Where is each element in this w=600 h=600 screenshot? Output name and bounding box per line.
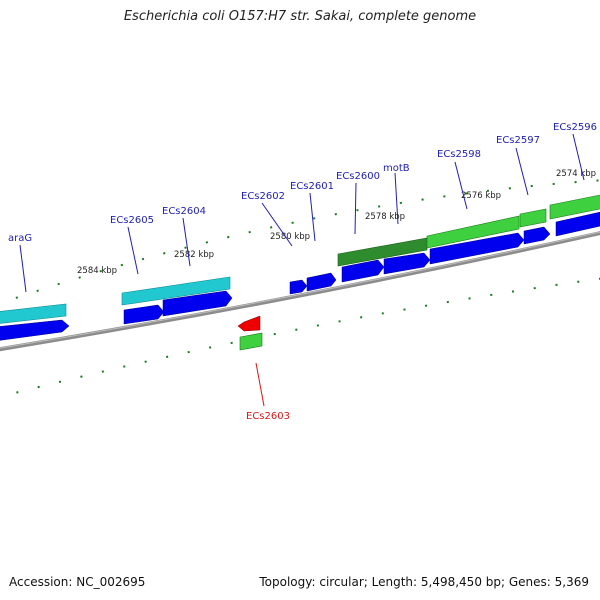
cds-arrow[interactable] xyxy=(523,226,551,245)
gene-feature-ecs2596[interactable] xyxy=(549,194,600,220)
cds-track xyxy=(0,211,600,341)
genome-title: Escherichia coli O157:H7 str. Sakai, com… xyxy=(123,9,477,24)
tick-label: 2580 kbp xyxy=(270,232,310,242)
gene-label-ecs2597[interactable]: ECs2597 xyxy=(496,135,540,146)
gene-label-arag[interactable]: araG xyxy=(8,233,32,244)
cds-arrow[interactable] xyxy=(0,319,70,341)
cds-arrow[interactable] xyxy=(306,272,337,292)
cds-arrow[interactable] xyxy=(289,279,308,295)
tick-label: 2574 kbp xyxy=(556,169,596,179)
cds-arrow-reverse[interactable] xyxy=(237,315,261,332)
tick-labels: 2584 kbp 2582 kbp 2580 kbp 2578 kbp 2576… xyxy=(77,169,596,276)
gene-track xyxy=(0,194,600,351)
gene-feature-ecs2598[interactable] xyxy=(426,215,520,249)
gene-labels: araG ECs2605 ECs2604 ECs2602 ECs2601 ECs… xyxy=(8,122,597,422)
tick-label: 2578 kbp xyxy=(365,212,405,222)
cds-arrow[interactable] xyxy=(341,259,385,283)
gene-label-ecs2602[interactable]: ECs2602 xyxy=(241,191,285,202)
gene-label-ecs2600[interactable]: ECs2600 xyxy=(336,171,380,182)
gene-label-ecs2601[interactable]: ECs2601 xyxy=(290,181,334,192)
tick-label: 2576 kbp xyxy=(461,191,501,201)
gene-label-ecs2603[interactable]: ECs2603 xyxy=(246,411,290,422)
gene-label-ecs2596[interactable]: ECs2596 xyxy=(553,122,597,133)
genome-summary-label: Topology: circular; Length: 5,498,450 bp… xyxy=(259,575,589,589)
gene-label-ecs2604[interactable]: ECs2604 xyxy=(162,206,206,217)
gene-label-lines xyxy=(19,133,585,407)
cds-arrow[interactable] xyxy=(162,290,233,317)
accession-label: Accession: NC_002695 xyxy=(9,575,146,589)
tick-label: 2584 kbp xyxy=(77,266,117,276)
cds-arrow[interactable] xyxy=(429,232,525,265)
cds-arrow[interactable] xyxy=(383,252,431,275)
gene-label-ecs2605[interactable]: ECs2605 xyxy=(110,215,154,226)
tick-label: 2582 kbp xyxy=(174,250,214,260)
gene-feature-arag[interactable] xyxy=(0,303,67,324)
gene-feature-ecs2600[interactable] xyxy=(337,237,428,267)
cds-arrow[interactable] xyxy=(123,304,165,325)
cds-arrow[interactable] xyxy=(555,211,600,237)
gene-feature-ecs2605[interactable] xyxy=(121,276,231,306)
gene-label-ecs2598[interactable]: ECs2598 xyxy=(437,149,481,160)
gene-label-motb[interactable]: motB xyxy=(383,163,410,174)
gene-feature-ecs2597[interactable] xyxy=(519,208,547,228)
gene-feature-ecs2603[interactable] xyxy=(239,332,263,351)
genome-backbone xyxy=(0,231,600,352)
